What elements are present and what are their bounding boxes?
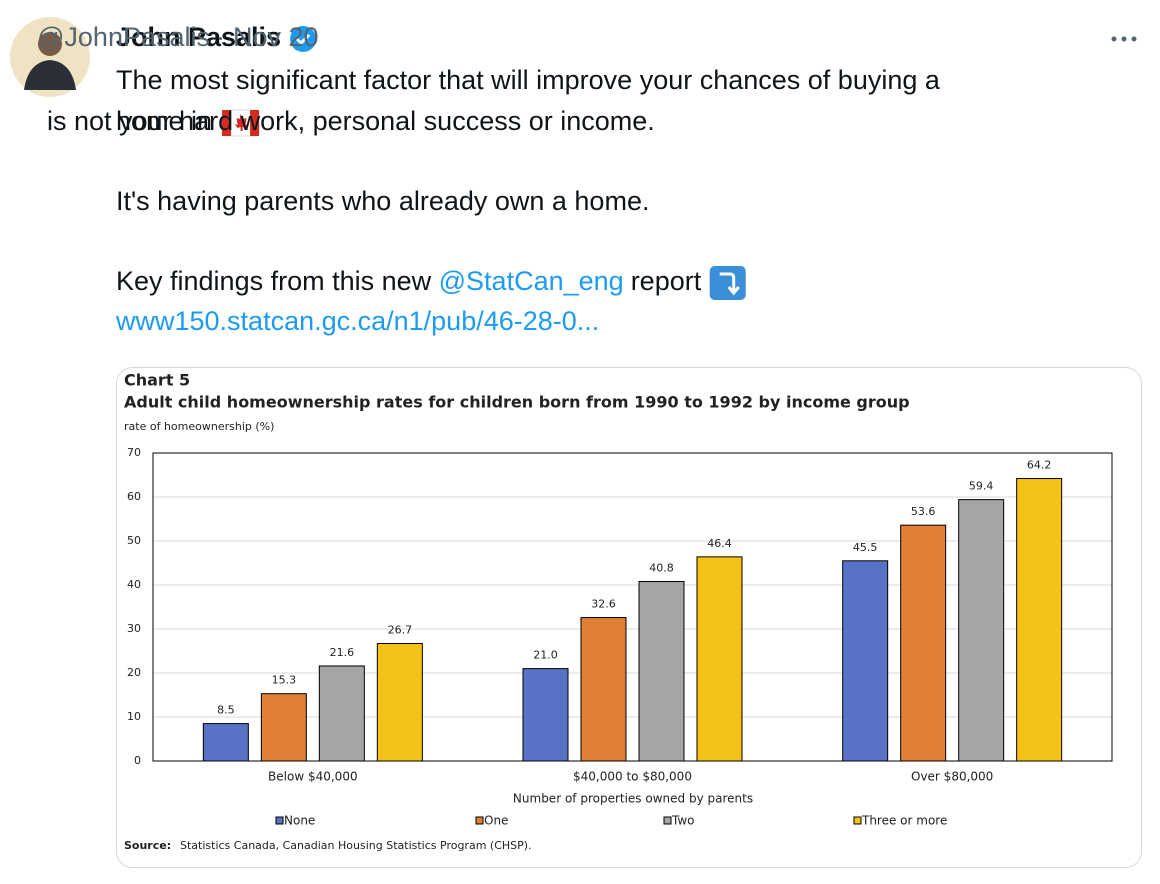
legend-swatch <box>275 816 284 825</box>
y-tick-label: 40 <box>127 578 141 591</box>
dot <box>1131 36 1137 42</box>
bar <box>900 524 947 762</box>
dot <box>1111 36 1117 42</box>
bar <box>376 643 423 762</box>
bar <box>696 556 743 762</box>
legend-label: Three or more <box>861 814 947 828</box>
value-label: 59.4 <box>969 480 994 493</box>
avatar-body <box>24 60 76 90</box>
tweet-text: The most significant factor that will im… <box>116 65 941 95</box>
legend-swatch <box>475 816 484 825</box>
value-label: 64.2 <box>1027 459 1052 472</box>
legend-label: None <box>284 814 315 828</box>
value-label: 26.7 <box>388 624 413 637</box>
chart-number: Chart 5 <box>124 371 190 390</box>
value-label: 46.4 <box>707 537 732 550</box>
canada-flag <box>221 109 260 137</box>
x-tick-label: Over $80,000 <box>911 770 993 784</box>
bar <box>580 617 627 762</box>
legend-label: One <box>484 814 508 828</box>
source-text: Statistics Canada, Canadian Housing Stat… <box>180 839 532 852</box>
y-tick-label: 20 <box>127 666 141 679</box>
value-label: 21.0 <box>533 649 558 662</box>
x-tick-label: Below $40,000 <box>268 770 358 784</box>
tweet-date[interactable]: Nov 20 <box>233 22 319 52</box>
value-label: 32.6 <box>591 598 616 611</box>
tweet-text: Key findings from this new <box>116 266 432 296</box>
tweet-text: report <box>631 266 702 296</box>
bar <box>1016 478 1063 762</box>
value-label: 53.6 <box>911 505 936 518</box>
legend-label: Two <box>671 814 695 828</box>
plot-border <box>152 452 1113 762</box>
tweet-text: home in <box>116 106 212 136</box>
maple-leaf <box>234 114 249 131</box>
author-name[interactable]: John Pasalis <box>116 22 281 52</box>
value-label: 15.3 <box>272 674 297 687</box>
legend-swatch <box>853 816 862 825</box>
tweet-text: is not your hard work, personal success … <box>47 106 655 136</box>
avatar-face <box>38 32 62 56</box>
separator: · <box>216 22 225 52</box>
y-tick-label: 60 <box>127 490 141 503</box>
x-tick-label: $40,000 to $80,000 <box>573 770 692 784</box>
bar <box>958 499 1005 762</box>
y-tick-label: 0 <box>134 754 141 767</box>
badge-check <box>296 33 311 46</box>
value-label: 45.5 <box>853 541 878 554</box>
y-tick-label: 50 <box>127 534 141 547</box>
flag-band <box>222 110 232 136</box>
bar <box>202 723 249 762</box>
tweet-text: It's having parents who already own a ho… <box>116 186 649 216</box>
bar <box>842 560 889 762</box>
y-tick-label: 70 <box>127 446 141 459</box>
flag-band <box>250 110 260 136</box>
url-link[interactable]: www150.statcan.gc.ca/n1/pub/46-28-0... <box>115 306 599 336</box>
bar <box>522 668 569 762</box>
x-axis-title: Number of properties owned by parents <box>513 792 753 806</box>
mention-link[interactable]: @StatCan_eng <box>439 266 624 296</box>
legend-swatch <box>663 816 672 825</box>
value-label: 40.8 <box>649 561 674 574</box>
arrow-icon <box>709 266 746 300</box>
bar <box>260 693 307 762</box>
verified-badge <box>290 26 317 52</box>
y-axis-title: rate of homeownership (%) <box>124 420 274 433</box>
value-label: 8.5 <box>217 704 235 717</box>
author-handle[interactable]: @JohnPasalis <box>37 22 210 52</box>
dot <box>1121 36 1127 42</box>
more-button[interactable] <box>1111 36 1137 42</box>
source-label: Source: <box>124 839 171 852</box>
chart-title: Adult child homeownership rates for chil… <box>124 393 910 412</box>
y-tick-label: 10 <box>127 710 141 723</box>
bar <box>638 580 685 762</box>
chart: Chart 5 Adult child homeownership rates … <box>124 371 1113 852</box>
value-label: 21.6 <box>330 646 355 659</box>
icon-bg <box>709 266 746 300</box>
bar <box>318 665 365 762</box>
icon-arrow <box>719 272 740 296</box>
y-tick-label: 30 <box>127 622 141 635</box>
